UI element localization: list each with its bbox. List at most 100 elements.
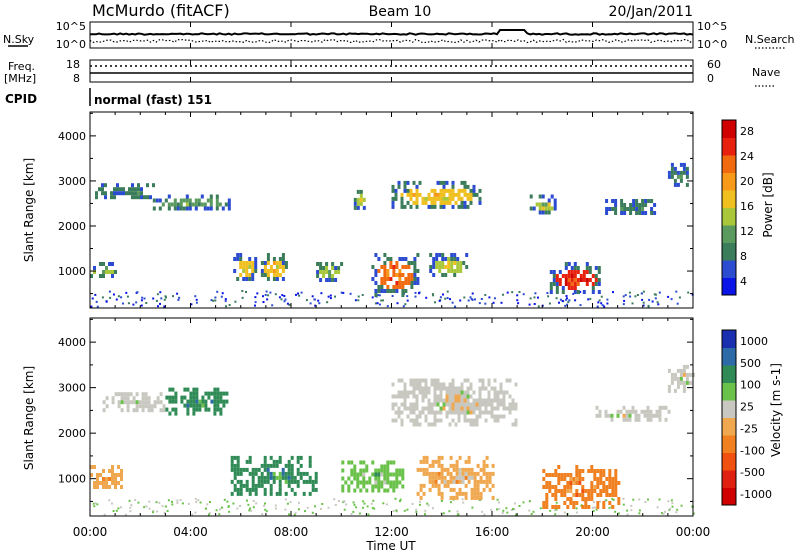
echo-cell	[362, 205, 366, 210]
echo-cell	[173, 206, 177, 211]
echo-cell	[126, 408, 130, 413]
echo-cell	[552, 278, 556, 282]
echo-cell	[575, 511, 578, 514]
echo-cell	[410, 277, 414, 281]
echo-cell	[596, 481, 600, 485]
freq-tick-bottom: 8	[73, 72, 80, 85]
echo-cell	[195, 399, 199, 404]
echo-cell	[361, 294, 364, 296]
echo-cell	[496, 498, 499, 501]
echo-cell	[126, 400, 130, 405]
echo-cell	[122, 302, 124, 305]
echo-cell	[515, 513, 518, 516]
echo-cell	[676, 508, 679, 511]
echo-cell	[470, 491, 474, 496]
echo-cell	[440, 467, 444, 472]
echo-cell	[102, 270, 105, 274]
echo-cell	[485, 463, 489, 468]
echo-cell	[579, 278, 583, 282]
echo-cell	[466, 378, 470, 383]
echo-cell	[404, 303, 407, 306]
echo-cell	[263, 487, 267, 492]
echo-cell	[431, 463, 435, 468]
echo-cell	[442, 184, 446, 189]
echo-cell	[573, 282, 577, 286]
echo-cell	[319, 270, 323, 274]
echo-cell	[549, 286, 553, 290]
echo-cell	[459, 265, 463, 269]
echo-cell	[590, 481, 594, 485]
x-tick-label: 00:00	[676, 525, 711, 539]
echo-cell	[422, 459, 426, 464]
noise-right-label: N.Search	[745, 33, 795, 46]
colorbar-segment	[722, 190, 736, 208]
echo-cell	[566, 485, 570, 489]
echo-cell	[557, 465, 561, 469]
echo-cell	[517, 302, 520, 305]
echo-cell	[434, 475, 438, 480]
echo-cell	[473, 479, 477, 484]
echo-cell	[254, 296, 257, 299]
echo-cell	[93, 505, 96, 508]
echo-cell	[400, 390, 404, 395]
echo-cell	[391, 295, 394, 297]
echo-cell	[679, 162, 683, 167]
colorbar-segment	[722, 487, 736, 506]
echo-cell	[400, 204, 404, 209]
echo-cell	[409, 196, 413, 201]
echo-cell	[207, 407, 211, 412]
echo-cell	[656, 301, 659, 304]
echo-cell	[499, 402, 503, 407]
echo-cell	[105, 300, 108, 303]
echo-cell	[383, 277, 387, 281]
echo-cell	[219, 399, 223, 404]
echo-cell	[487, 410, 491, 415]
echo-cell	[177, 298, 180, 301]
echo-cell	[290, 487, 294, 492]
echo-cell	[398, 472, 402, 477]
echo-cell	[135, 404, 139, 409]
echo-cell	[410, 261, 414, 265]
echo-cell	[320, 292, 323, 295]
echo-cell	[437, 459, 441, 464]
echo-cell	[545, 473, 549, 477]
echo-cell	[492, 301, 495, 304]
echo-cell	[278, 483, 282, 488]
echo-cell	[491, 471, 495, 476]
echo-cell	[146, 195, 149, 200]
echo-cell	[392, 488, 396, 493]
echo-cell	[488, 475, 492, 480]
echo-cell	[247, 503, 250, 506]
colorbar-tick-label: 12	[740, 225, 754, 238]
echo-cell	[449, 475, 453, 480]
echo-cell	[371, 488, 375, 493]
echo-cell	[415, 508, 418, 511]
echo-cell	[266, 467, 270, 472]
echo-cell	[170, 202, 174, 207]
echo-cell	[281, 475, 285, 480]
echo-cell	[505, 378, 509, 383]
echo-cell	[457, 402, 461, 407]
echo-cell	[125, 191, 128, 196]
echo-cell	[111, 262, 114, 266]
echo-cell	[275, 491, 279, 496]
echo-cell	[428, 475, 432, 480]
echo-cell	[484, 406, 488, 411]
echo-cell	[213, 395, 217, 400]
echo-cell	[419, 459, 423, 464]
echo-cell	[386, 468, 390, 473]
echo-cell	[353, 464, 357, 469]
echo-cell	[400, 418, 404, 423]
echo-cell	[480, 298, 483, 300]
echo-cell	[605, 499, 608, 502]
echo-cell	[409, 378, 413, 383]
echo-cell	[236, 471, 240, 476]
echo-cell	[275, 475, 279, 480]
echo-cell	[538, 202, 542, 207]
echo-cell	[457, 188, 461, 193]
echo-cell	[207, 513, 210, 516]
echo-cell	[638, 512, 641, 515]
echo-cell	[416, 277, 420, 281]
